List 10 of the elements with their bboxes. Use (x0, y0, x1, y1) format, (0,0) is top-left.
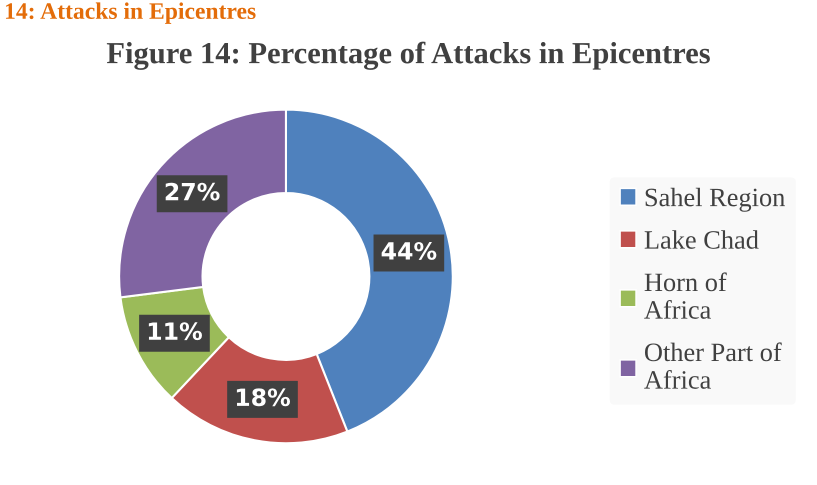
data-label: 11% (148, 322, 202, 340)
legend-label: Other Part of Africa (644, 342, 782, 389)
data-label: 27% (166, 182, 220, 201)
legend-label: Lake Chad (644, 230, 759, 249)
text: 14: Attacks in Epicentres (6, 2, 256, 24)
chart-title: Figure 14: Percentage of Attacks in Epicentres (106, 42, 710, 70)
data-label: 18% (236, 388, 290, 406)
legend-label: Sahel Region (646, 188, 785, 212)
legend-label: Horn of Africa (644, 272, 727, 319)
data-label: 44% (382, 242, 436, 260)
